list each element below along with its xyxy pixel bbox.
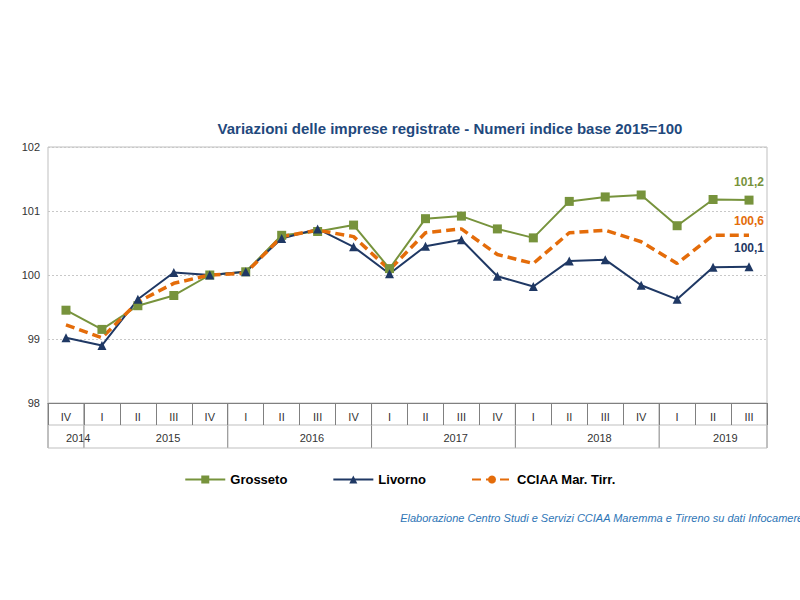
svg-text:Elaborazione Centro Studi e Se: Elaborazione Centro Studi e Servizi CCIA…: [400, 512, 800, 524]
svg-text:102: 102: [22, 141, 40, 153]
svg-text:101: 101: [22, 205, 40, 217]
svg-text:Grosseto: Grosseto: [230, 472, 287, 487]
svg-text:III: III: [313, 411, 322, 423]
svg-text:III: III: [457, 411, 466, 423]
svg-text:II: II: [135, 411, 141, 423]
svg-text:IV: IV: [205, 411, 216, 423]
svg-text:III: III: [601, 411, 610, 423]
svg-text:98: 98: [28, 397, 40, 409]
svg-text:IV: IV: [492, 411, 503, 423]
svg-text:I: I: [532, 411, 535, 423]
svg-text:Livorno: Livorno: [378, 472, 426, 487]
svg-text:III: III: [744, 411, 753, 423]
svg-text:2014: 2014: [66, 432, 90, 444]
svg-text:II: II: [279, 411, 285, 423]
svg-text:100,6: 100,6: [734, 214, 764, 228]
svg-text:Variazioni delle imprese regis: Variazioni delle imprese registrate - Nu…: [218, 120, 683, 137]
svg-text:2019: 2019: [713, 432, 737, 444]
svg-text:101,2: 101,2: [734, 175, 764, 189]
svg-text:II: II: [710, 411, 716, 423]
svg-text:2016: 2016: [300, 432, 324, 444]
svg-text:IV: IV: [636, 411, 647, 423]
svg-text:I: I: [388, 411, 391, 423]
svg-text:2017: 2017: [443, 432, 467, 444]
svg-text:I: I: [100, 411, 103, 423]
svg-text:99: 99: [28, 333, 40, 345]
svg-text:100: 100: [22, 269, 40, 281]
svg-text:100,1: 100,1: [734, 241, 764, 255]
svg-text:IV: IV: [348, 411, 359, 423]
svg-text:2015: 2015: [156, 432, 180, 444]
svg-text:2018: 2018: [587, 432, 611, 444]
svg-text:III: III: [169, 411, 178, 423]
svg-text:I: I: [244, 411, 247, 423]
svg-text:II: II: [422, 411, 428, 423]
svg-text:II: II: [566, 411, 572, 423]
svg-text:CCIAA Mar. Tirr.: CCIAA Mar. Tirr.: [517, 472, 615, 487]
svg-text:IV: IV: [61, 411, 72, 423]
svg-text:I: I: [676, 411, 679, 423]
